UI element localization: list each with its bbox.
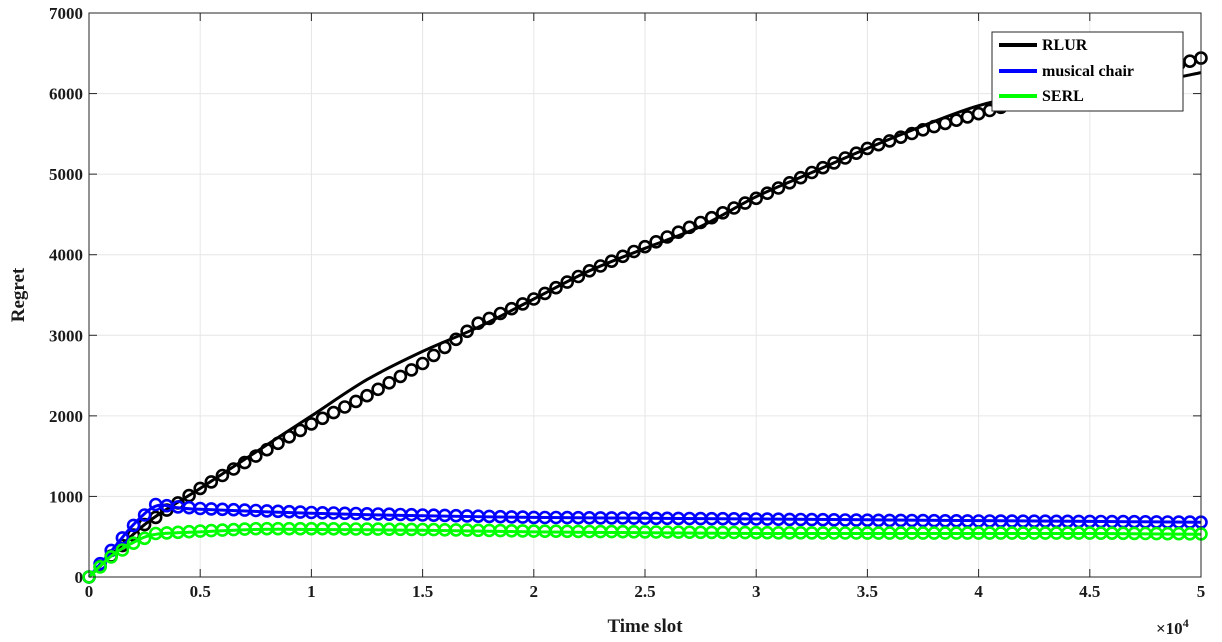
data-point-musical-chair [137,508,152,522]
data-point-rlur [493,306,508,321]
legend-label-musical-chair: musical chair [1042,63,1134,80]
data-point-rlur [215,468,230,483]
data-point-rlur [760,186,775,200]
x-tick-label: 3.5 [857,582,878,601]
data-point-rlur [793,170,808,185]
y-tick-label: 4000 [49,246,83,265]
data-point-rlur [193,481,207,496]
data-point-rlur [349,394,363,409]
data-point-rlur [582,263,597,278]
y-tick-label: 6000 [49,85,83,104]
y-tick-label: 3000 [49,326,83,345]
x-tick-label: 4.5 [1079,582,1100,601]
data-point-rlur [315,411,330,426]
y-tick-label: 2000 [49,407,83,426]
y-tick-label: 7000 [49,4,83,23]
data-point-rlur [249,449,263,463]
data-point-rlur [638,239,652,254]
legend-label-serl: SERL [1042,88,1084,105]
y-axis-title: Regret [8,267,29,322]
data-point-rlur [615,249,630,264]
data-point-serl [115,543,130,557]
data-point-rlur [360,388,374,403]
data-point-rlur [482,311,497,326]
data-point-rlur [282,429,297,444]
data-point-rlur [749,191,764,206]
data-point-rlur [471,316,486,331]
data-point-rlur [426,348,441,363]
x-tick-label: 3 [752,582,761,601]
data-point-rlur [827,156,841,170]
data-point-rlur [715,206,730,220]
y-tick-label: 1000 [49,487,83,506]
data-point-rlur [704,210,719,225]
data-point-rlur [782,176,797,190]
x-tick-label: 0 [85,582,94,601]
data-point-rlur [271,436,285,451]
y-tick-label: 0 [75,568,84,587]
data-point-rlur [538,286,552,301]
data-point-rlur [304,417,319,431]
x-axis-multiplier: ×104 [1156,616,1189,638]
axis-ticks: 0 0.5 1 1.5 2 2.5 3 3.5 4 4.5 5 0 1000 2000 3000 4000 50… [49,4,1205,601]
data-point-rlur [415,356,430,371]
data-point-rlur [727,201,741,215]
data-point-rlur [504,301,519,316]
data-point-rlur [337,400,352,414]
x-tick-label: 4 [974,582,983,601]
data-point-rlur [593,259,608,273]
data-point-rlur [738,196,752,210]
data-point-rlur [682,220,697,235]
data-point-rlur [449,332,463,347]
data-point-rlur [404,363,419,377]
data-point-rlur [649,235,663,249]
x-tick-label: 0.5 [190,582,211,601]
data-point-rlur [237,455,252,470]
data-point-rlur [393,369,408,384]
x-axis-title: Time slot [607,616,683,637]
x-axis-multiplier-exponent: 4 [1183,616,1189,630]
data-point-rlur [804,165,819,180]
data-point-rlur [226,462,241,476]
data-point-rlur [816,160,830,175]
x-tick-label: 1.5 [412,582,433,601]
data-point-rlur [382,375,397,390]
data-point-rlur [526,292,541,306]
legend-label-rlur: RLUR [1042,37,1088,54]
data-point-rlur [604,254,619,269]
x-tick-label: 1 [307,582,316,601]
data-point-rlur [460,324,474,339]
data-point-rlur [204,475,219,489]
data-point-rlur [693,215,708,230]
data-point-musical-chair [126,518,141,533]
data-point-rlur [771,181,786,195]
y-tick-label: 5000 [49,165,83,184]
data-point-rlur [260,442,274,457]
data-point-rlur [560,275,575,289]
data-point-rlur [627,244,641,259]
data-point-serl [93,560,107,574]
x-tick-label: 2.5 [634,582,655,601]
data-point-rlur [293,423,308,438]
data-point-rlur [437,340,452,355]
data-point-rlur [371,382,385,397]
data-point-rlur [571,269,586,284]
x-tick-label: 5 [1197,582,1206,601]
data-point-rlur [838,151,853,165]
data-point-rlur [849,146,864,160]
data-point-rlur [671,225,686,239]
data-point-rlur [660,230,675,244]
data-point-serl [104,550,118,564]
x-tick-label: 2 [530,582,539,601]
x-axis-multiplier-base: ×10 [1156,619,1183,638]
data-point-serl [126,536,141,551]
data-point-serl [137,531,152,546]
data-point-rlur [326,405,341,420]
data-point-rlur [549,280,563,295]
data-point-rlur [515,297,530,311]
legend: RLUR musical chair SERL [991,31,1184,112]
series-serl [82,521,1208,584]
